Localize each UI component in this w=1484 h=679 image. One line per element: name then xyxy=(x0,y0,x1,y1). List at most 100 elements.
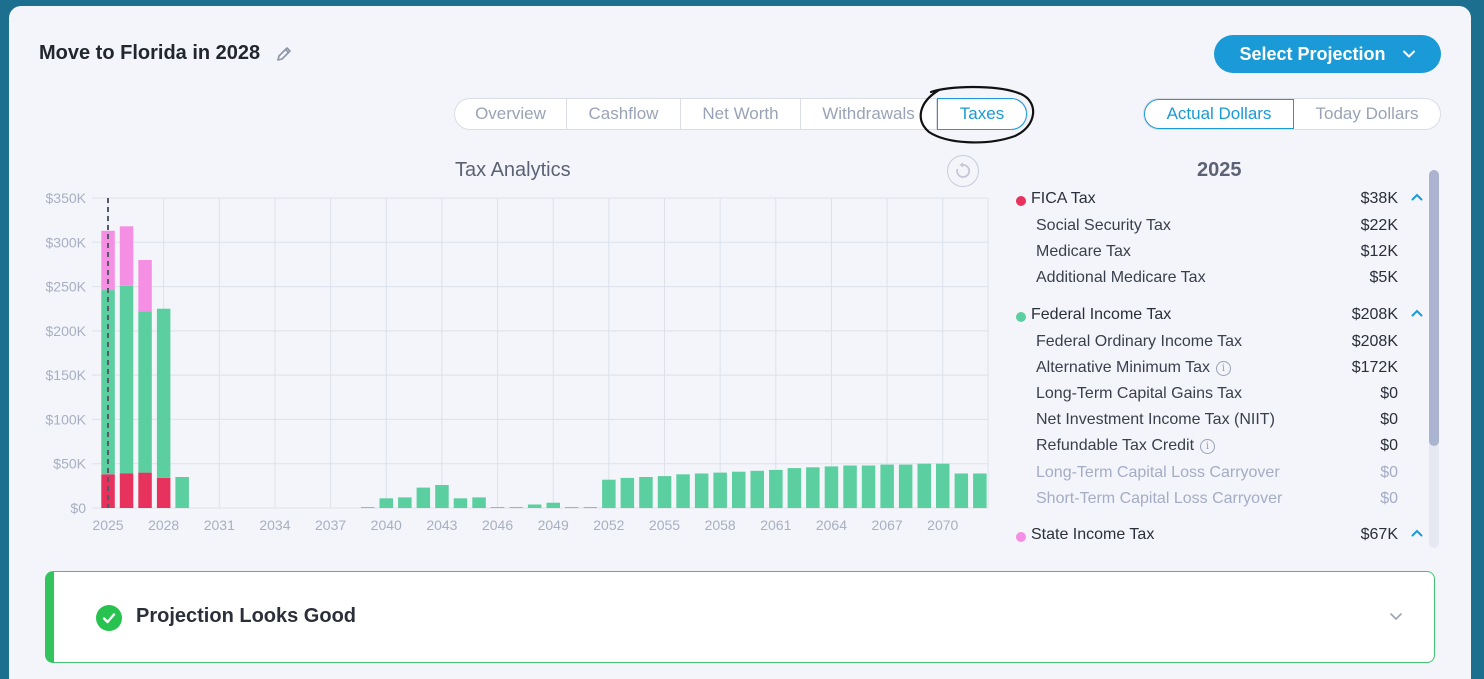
bar-segment xyxy=(416,487,431,508)
bar-segment xyxy=(435,485,449,508)
bar-segment xyxy=(472,497,486,508)
tab-taxes[interactable]: Taxes xyxy=(937,98,1027,130)
chevron-down-icon[interactable] xyxy=(1388,608,1404,624)
chevron-up-icon[interactable] xyxy=(1410,306,1424,320)
bar-segment xyxy=(694,473,709,508)
bar-segment xyxy=(620,477,635,508)
status-text: Projection Looks Good xyxy=(136,605,357,627)
breakdown-scroll-thumb[interactable] xyxy=(1429,170,1439,446)
tax-group-row[interactable]: Federal Income Tax $208K xyxy=(1014,304,1428,326)
bar-segment xyxy=(861,465,876,508)
actual-dollars-option[interactable]: Actual Dollars xyxy=(1144,99,1294,129)
bar-segment xyxy=(769,469,783,508)
bar-segment xyxy=(119,473,134,508)
x-tick-label: 2028 xyxy=(148,517,179,533)
x-tick-label: 2064 xyxy=(816,517,847,533)
x-tick-label: 2058 xyxy=(705,517,736,533)
x-tick-label: 2034 xyxy=(259,517,290,533)
chevron-up-icon[interactable] xyxy=(1410,190,1424,204)
tax-item-label: Federal Ordinary Income Tax xyxy=(1036,332,1243,350)
tax-group-row[interactable]: State Income Tax $67K xyxy=(1014,524,1428,546)
projection-status-card[interactable]: Projection Looks Good xyxy=(45,571,1435,663)
tax-item-value: $12K xyxy=(1360,243,1398,261)
legend-dot xyxy=(1016,532,1026,542)
bar-segment xyxy=(602,479,616,508)
tax-group-label: Federal Income Tax xyxy=(1031,305,1172,323)
tax-item-value: $0 xyxy=(1380,463,1398,481)
tax-group-value: $208K xyxy=(1351,305,1398,323)
tax-item-row: Long-Term Capital Loss Carryover $0 xyxy=(1014,462,1428,484)
tax-item-row: Long-Term Capital Gains Tax $0 xyxy=(1014,383,1428,405)
legend-dot xyxy=(1016,311,1026,322)
tax-item-value: $5K xyxy=(1369,269,1398,287)
legend-dot xyxy=(1016,196,1026,206)
tax-item-label: Additional Medicare Tax xyxy=(1036,269,1206,287)
x-tick-label: 2061 xyxy=(760,517,791,533)
x-tick-label: 2067 xyxy=(872,517,903,533)
edit-pencil-icon[interactable] xyxy=(274,44,294,64)
view-tabs: Overview Cashflow Net Worth Withdrawals … xyxy=(454,98,1028,130)
bar-segment xyxy=(676,474,690,508)
x-tick-label: 2037 xyxy=(315,517,346,533)
bar-segment xyxy=(379,498,393,508)
breakdown-year: 2025 xyxy=(1197,159,1242,181)
bar-segment xyxy=(639,477,653,508)
tax-item-value: $0 xyxy=(1380,385,1398,402)
tab-cashflow[interactable]: Cashflow xyxy=(567,99,681,129)
bar-segment xyxy=(973,473,987,508)
select-projection-button[interactable]: Select Projection xyxy=(1214,35,1441,73)
tax-item-value: $0 xyxy=(1380,411,1398,429)
tab-overview[interactable]: Overview xyxy=(455,99,567,129)
bar-segment xyxy=(156,477,171,508)
bar-segment xyxy=(898,464,913,508)
y-tick-label: $200K xyxy=(46,323,87,339)
bar-segment xyxy=(101,230,115,291)
tax-group-row[interactable]: FICA Tax $38K xyxy=(1014,188,1428,210)
info-icon[interactable]: i xyxy=(1215,360,1231,376)
reset-zoom-button[interactable] xyxy=(947,155,979,187)
tax-item-value: $208K xyxy=(1351,332,1398,350)
tax-item-label: Net Investment Income Tax (NIIT) xyxy=(1036,411,1275,429)
tax-item-label: Social Security Tax xyxy=(1036,217,1171,234)
tax-item-label: Long-Term Capital Loss Carryover xyxy=(1036,463,1280,481)
dollar-mode-toggle: Actual Dollars Today Dollars xyxy=(1143,98,1441,130)
x-tick-label: 2025 xyxy=(92,517,123,533)
tax-analytics-chart[interactable]: $0 $50K $100K $150K $200K $250K $300K $350K 2025… xyxy=(30,186,1000,546)
bar-segment xyxy=(954,473,969,508)
bar-segment xyxy=(119,285,134,474)
bar-segment xyxy=(527,504,542,508)
bar-segment xyxy=(843,465,857,508)
chevron-up-icon[interactable] xyxy=(1410,526,1424,540)
tax-item-row: Additional Medicare Tax $5K xyxy=(1014,267,1428,289)
info-icon[interactable]: i xyxy=(1200,439,1216,455)
tax-group-value: $67K xyxy=(1360,526,1398,543)
bar-segment xyxy=(175,477,189,508)
today-dollars-option[interactable]: Today Dollars xyxy=(1315,104,1419,123)
tax-item-row: Alternative Minimum Tax i $172K xyxy=(1014,357,1428,379)
bar-segment xyxy=(787,468,802,508)
tax-item-label: Alternative Minimum Tax i xyxy=(1036,359,1231,377)
bar-segment xyxy=(546,502,560,508)
bar-segment xyxy=(156,308,171,478)
tab-net-worth[interactable]: Net Worth xyxy=(681,99,801,129)
bar-segment xyxy=(917,463,931,508)
chart-title: Tax Analytics xyxy=(455,159,571,181)
bar-segment xyxy=(138,260,152,312)
bar-segment xyxy=(824,466,839,508)
y-tick-label: $100K xyxy=(46,411,87,427)
bar-segment xyxy=(138,472,152,508)
tab-withdrawals[interactable]: Withdrawals xyxy=(801,99,937,129)
bar-segment xyxy=(565,507,579,508)
check-circle-icon xyxy=(96,605,122,631)
bar-segment xyxy=(750,470,764,508)
tax-item-label: Short-Term Capital Loss Carryover xyxy=(1036,489,1283,507)
bar-segment xyxy=(360,507,375,508)
tax-item-value: $172K xyxy=(1351,358,1398,376)
tax-item-value: $22K xyxy=(1360,217,1398,234)
tax-group-label: State Income Tax xyxy=(1031,526,1155,543)
tax-item-value: $0 xyxy=(1380,437,1398,455)
tax-item-row: Net Investment Income Tax (NIIT) $0 xyxy=(1014,409,1428,431)
x-tick-label: 2040 xyxy=(371,517,402,533)
bar-segment xyxy=(490,507,505,508)
tax-item-label: Medicare Tax xyxy=(1036,243,1131,261)
